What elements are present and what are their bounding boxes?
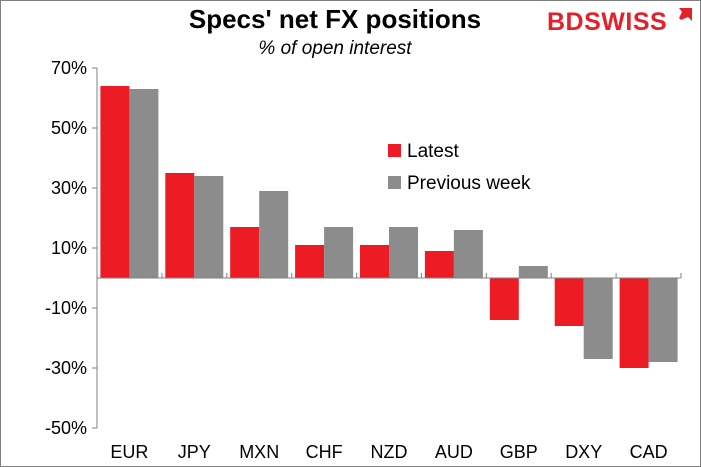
x-tick-label-cad: CAD — [630, 442, 668, 462]
brand-logo: BDSWISS — [547, 8, 692, 37]
axes-group: EUR JPY MXN CHF NZD AUD GBP DXY CAD 70% 50% 30% 10% -… — [45, 58, 682, 462]
y-tick-label: 70% — [51, 58, 87, 78]
bar-latest-nzd — [360, 245, 389, 278]
bar-previous-aud — [453, 230, 483, 278]
bar-previous-gbp — [518, 266, 548, 278]
y-tick-label: -10% — [45, 298, 87, 318]
legend-swatch-latest — [388, 144, 401, 157]
x-tick-label-aud: AUD — [435, 442, 473, 462]
bar-latest-aud — [424, 251, 454, 278]
x-tick-label-eur: EUR — [110, 442, 148, 462]
bars-group — [100, 86, 678, 368]
x-tick-label-chf: CHF — [306, 442, 343, 462]
bar-latest-eur — [100, 86, 130, 278]
bar-previous-cad — [648, 278, 678, 362]
x-tick-label-gbp: GBP — [500, 442, 538, 462]
bar-previous-jpy — [194, 176, 224, 278]
x-tick-label-dxy: DXY — [565, 442, 602, 462]
bar-latest-dxy — [554, 278, 584, 326]
bar-latest-jpy — [165, 173, 195, 278]
x-tick-label-jpy: JPY — [178, 442, 211, 462]
y-tick-label: 50% — [51, 118, 87, 138]
arrow-icon — [679, 8, 692, 21]
chart-subtitle: % of open interest — [258, 38, 412, 59]
bar-latest-chf — [295, 245, 325, 278]
legend-swatch-previous — [388, 176, 401, 189]
bar-previous-mxn — [259, 191, 289, 278]
x-tick-label-mxn: MXN — [239, 442, 279, 462]
bar-latest-mxn — [230, 227, 260, 278]
y-tick-label: -30% — [45, 358, 87, 378]
legend-label-previous: Previous week — [407, 173, 531, 194]
bar-previous-chf — [324, 227, 354, 278]
legend-label-latest: Latest — [407, 141, 459, 162]
bar-previous-eur — [129, 89, 159, 278]
y-tick-label: 30% — [51, 178, 87, 198]
y-tick-label: 10% — [51, 238, 87, 258]
y-tick-label: -50% — [45, 418, 87, 438]
bar-latest-gbp — [489, 278, 519, 320]
bar-previous-dxy — [583, 278, 613, 359]
x-tick-label-nzd: NZD — [371, 442, 408, 462]
bar-latest-cad — [619, 278, 649, 368]
chart-title: Specs' net FX positions — [188, 4, 482, 34]
bar-previous-nzd — [389, 227, 418, 278]
legend-group: Latest Previous week — [388, 141, 531, 194]
logo-text: BDSWISS — [547, 8, 668, 36]
